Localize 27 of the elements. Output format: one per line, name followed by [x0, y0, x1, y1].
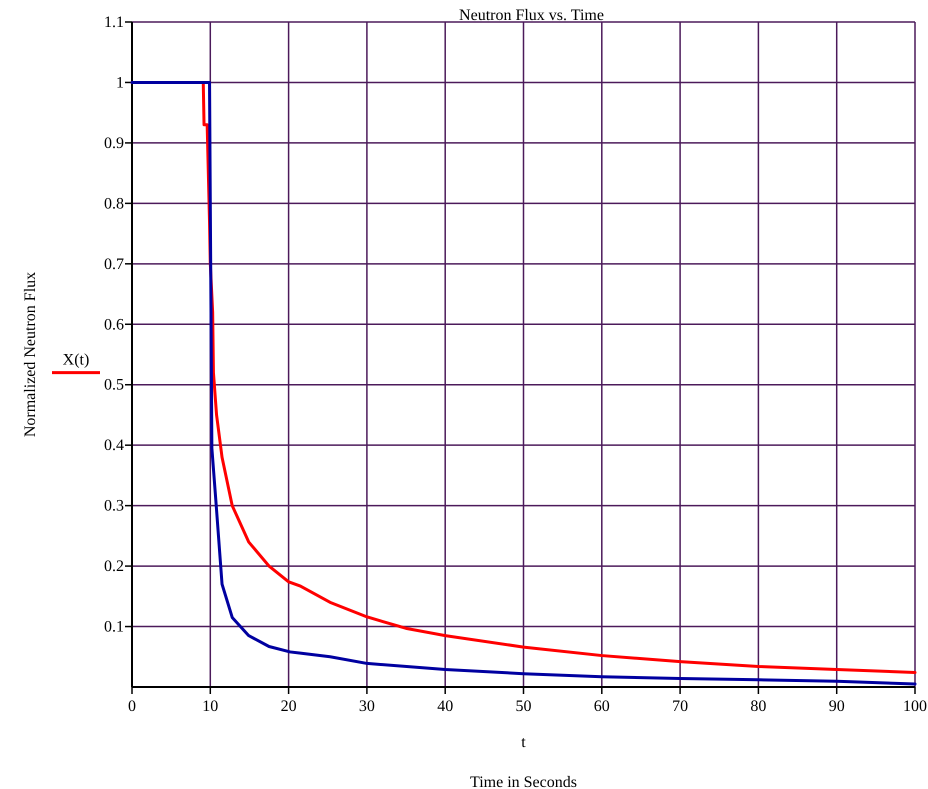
y-tick-label: 0.7 [104, 256, 124, 273]
y-tick-label: 0.9 [104, 134, 124, 152]
text: Time in Seconds [470, 774, 577, 789]
y-tick-label: 0.4 [104, 437, 124, 454]
x-tick-label: 100 [903, 698, 927, 715]
x-axis-title: t [521, 734, 526, 751]
y-tick-label: 1.1 [104, 14, 124, 31]
y-tick-label: 0.6 [104, 316, 124, 334]
x-tick-label: 10 [202, 698, 218, 715]
x-tick-label: 70 [672, 698, 688, 715]
x-tick-label: 40 [437, 698, 454, 715]
x-tick-label: 30 [358, 698, 375, 715]
y-tick-label: 1 [116, 74, 124, 92]
text: X(t) [62, 352, 90, 369]
x-tick-label: 80 [750, 698, 766, 715]
x-tick-label: 20 [280, 698, 297, 715]
x-tick-label: 90 [828, 698, 845, 715]
y-tick-label: 0.1 [104, 618, 124, 636]
x-tick-label: 50 [516, 698, 532, 715]
y-axis-title: Normalized Neutron Flux [22, 272, 39, 438]
x-tick-label: 0 [128, 698, 136, 715]
y-tick-label: 0.2 [104, 558, 124, 576]
y-tick-label: 0.5 [104, 376, 124, 394]
y-tick-label: 0.3 [104, 498, 124, 515]
y-tick-label: 0.8 [104, 195, 124, 212]
chart-title: Neutron Flux vs. Time [459, 7, 604, 24]
x-tick-label: 60 [594, 698, 610, 715]
